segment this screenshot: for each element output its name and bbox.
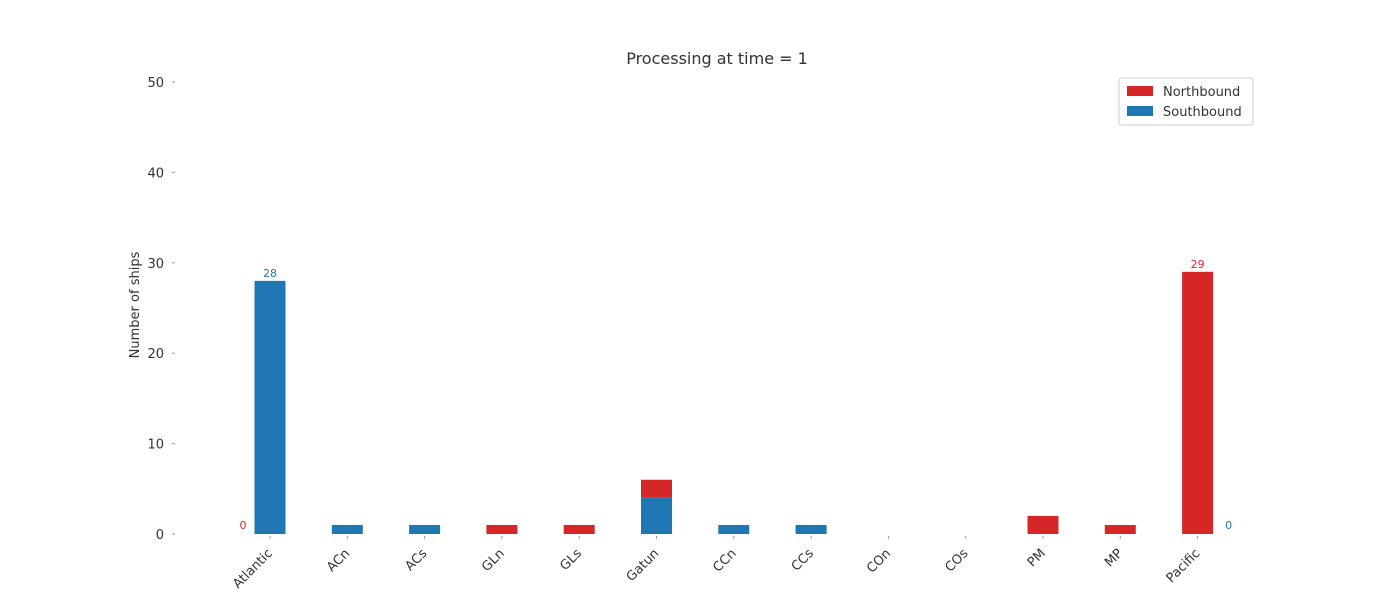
- bar-southbound: [409, 524, 441, 534]
- y-tick-label: 40: [147, 166, 164, 181]
- bar-southbound: [795, 524, 827, 534]
- y-axis-label: Number of ships: [128, 251, 143, 358]
- x-tick-label: ACn: [324, 546, 353, 575]
- bar-northbound: [1182, 271, 1214, 534]
- bar-southbound: [641, 497, 672, 534]
- bar-southbound: [718, 524, 750, 534]
- chart-title: Processing at time = 1: [626, 49, 808, 68]
- x-tick-label: Pacific: [1164, 546, 1204, 586]
- data-label: 0: [1225, 519, 1232, 532]
- x-tick-label: PM: [1025, 546, 1049, 570]
- bar-northbound: [1027, 515, 1059, 534]
- x-tick-label: CCs: [789, 546, 817, 574]
- y-tick-label: 0: [156, 528, 164, 543]
- x-tick-label: CCn: [710, 546, 739, 575]
- y-tick-label: 50: [147, 76, 164, 91]
- legend-swatch-southbound: [1127, 106, 1153, 116]
- y-tick-label: 20: [147, 347, 164, 362]
- data-label: 29: [1191, 258, 1205, 271]
- y-axis: 0 10 20 30 40 50: [147, 76, 175, 543]
- bars-group: [254, 271, 1214, 534]
- legend-label-southbound: Southbound: [1163, 105, 1242, 120]
- x-axis: Atlantic ACn ACs GLn GLs Gatun CCn CCs COn COs PM M…: [230, 536, 1203, 592]
- bar-northbound: [641, 479, 672, 498]
- x-tick-label: COs: [942, 546, 971, 575]
- data-label: 28: [263, 267, 277, 280]
- legend-label-northbound: Northbound: [1163, 85, 1240, 100]
- data-label: 0: [240, 519, 247, 532]
- bar-northbound: [563, 524, 595, 534]
- data-labels-group: 0 28 29 0: [240, 258, 1233, 532]
- y-tick-label: 10: [147, 438, 164, 453]
- legend-swatch-northbound: [1127, 86, 1153, 96]
- legend[interactable]: Northbound Southbound: [1118, 77, 1254, 126]
- x-tick-label: COn: [864, 546, 894, 576]
- x-tick-label: GLs: [557, 546, 585, 574]
- x-tick-label: MP: [1102, 546, 1126, 570]
- x-tick-label: GLn: [479, 546, 508, 575]
- x-tick-label: Atlantic: [230, 546, 276, 592]
- x-tick-label: Gatun: [624, 546, 663, 585]
- bar-southbound: [254, 280, 286, 534]
- bar-northbound: [1104, 524, 1136, 534]
- y-tick-label: 30: [147, 257, 164, 272]
- bar-southbound: [331, 524, 363, 534]
- x-tick-label: ACs: [402, 546, 430, 574]
- bar-northbound: [486, 524, 518, 534]
